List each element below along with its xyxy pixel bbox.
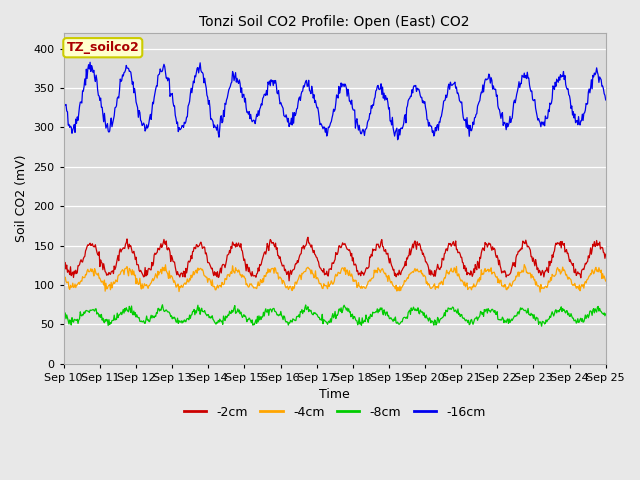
-8cm (401, 314, 409, 320)
-16cm (402, 120, 410, 126)
-8cm (602, 311, 609, 317)
-4cm (536, 289, 544, 295)
-4cm (401, 278, 408, 284)
X-axis label: Time: Time (319, 388, 350, 401)
-16cm (394, 137, 401, 143)
-2cm (285, 278, 293, 284)
-2cm (209, 270, 217, 276)
-4cm (180, 281, 188, 287)
-4cm (520, 262, 528, 267)
Text: TZ_soilco2: TZ_soilco2 (67, 41, 139, 54)
-4cm (70, 285, 77, 290)
-8cm (159, 302, 166, 308)
Line: -8cm: -8cm (64, 305, 605, 326)
Title: Tonzi Soil CO2 Profile: Open (East) CO2: Tonzi Soil CO2 Profile: Open (East) CO2 (200, 15, 470, 29)
-8cm (125, 303, 133, 309)
-16cm (70, 125, 77, 131)
-16cm (602, 97, 609, 103)
-2cm (304, 234, 312, 240)
-2cm (180, 269, 188, 275)
-8cm (60, 313, 68, 319)
-2cm (602, 252, 609, 257)
-2cm (418, 247, 426, 253)
-2cm (402, 263, 410, 268)
-8cm (417, 308, 425, 314)
-2cm (60, 255, 68, 261)
Line: -4cm: -4cm (64, 264, 605, 292)
-4cm (209, 284, 217, 289)
-16cm (60, 96, 68, 102)
Line: -2cm: -2cm (64, 237, 605, 281)
-4cm (125, 265, 133, 271)
-16cm (86, 60, 94, 65)
-8cm (538, 324, 545, 329)
-4cm (60, 275, 68, 280)
-8cm (181, 318, 189, 324)
Line: -16cm: -16cm (64, 62, 605, 140)
-16cm (418, 95, 426, 100)
-2cm (70, 275, 77, 280)
-4cm (602, 278, 609, 284)
Legend: -2cm, -4cm, -8cm, -16cm: -2cm, -4cm, -8cm, -16cm (179, 401, 490, 424)
-16cm (210, 125, 218, 131)
-16cm (181, 120, 189, 126)
-4cm (417, 269, 424, 275)
-8cm (70, 319, 77, 325)
-2cm (125, 241, 133, 247)
-8cm (210, 317, 218, 323)
-16cm (126, 69, 134, 74)
Y-axis label: Soil CO2 (mV): Soil CO2 (mV) (15, 155, 28, 242)
